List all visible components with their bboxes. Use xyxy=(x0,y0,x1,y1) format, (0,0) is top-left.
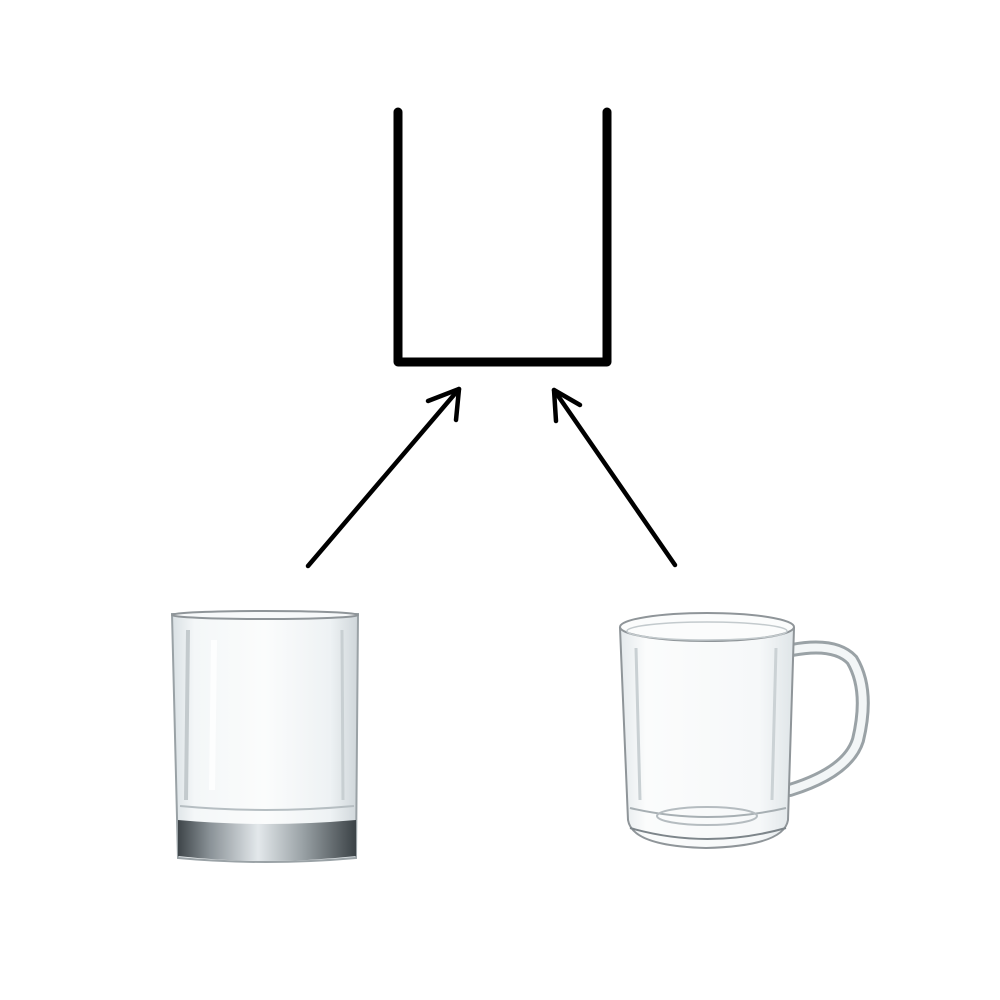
u-shape-symbol xyxy=(393,107,612,367)
arrow-right xyxy=(551,387,678,568)
arrow-left xyxy=(305,386,462,569)
tumbler-glass-image xyxy=(170,610,360,863)
glass-mug-image xyxy=(618,612,870,850)
